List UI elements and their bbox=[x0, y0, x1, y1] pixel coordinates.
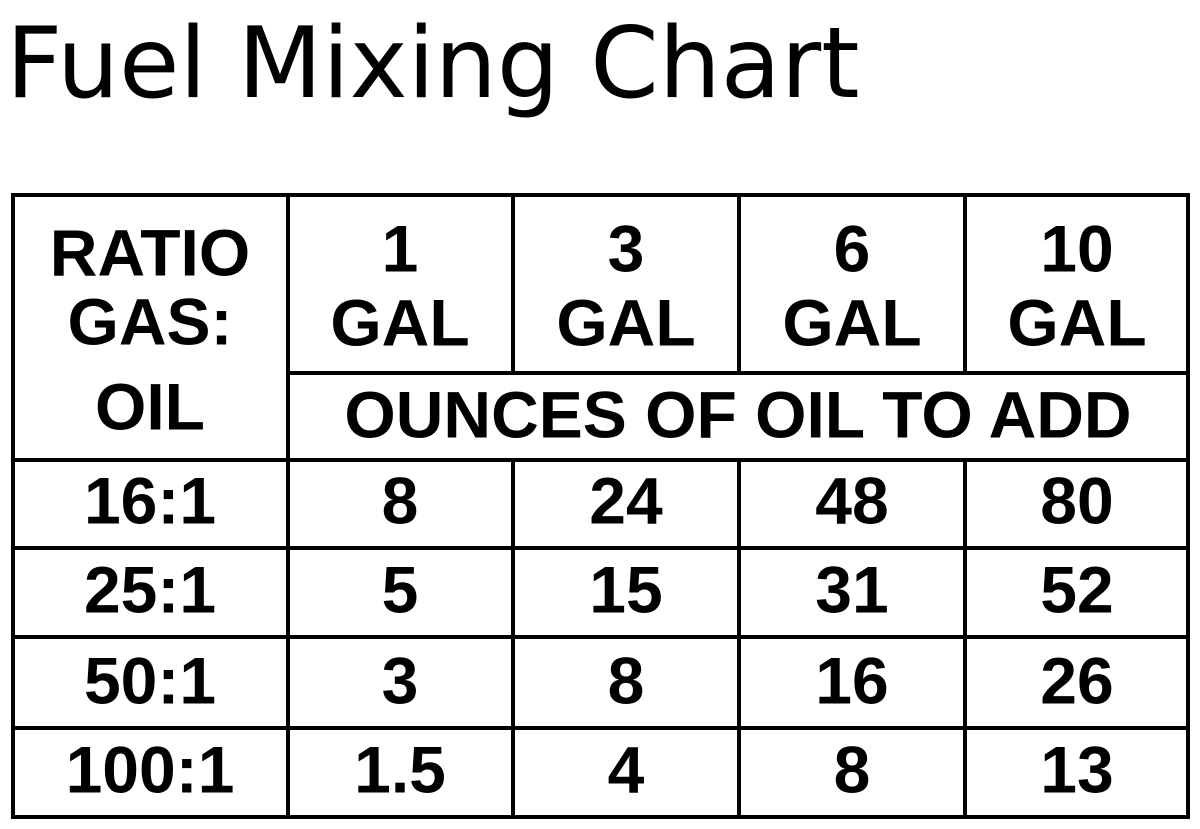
oil-amount: 4 bbox=[608, 732, 645, 806]
oil-amount: 13 bbox=[1040, 732, 1113, 806]
oil-amount: 5 bbox=[382, 552, 419, 626]
oil-amount: 48 bbox=[815, 463, 888, 537]
table-grid bbox=[11, 193, 1190, 819]
corner-label: OIL bbox=[95, 369, 205, 443]
oil-amount: 15 bbox=[589, 552, 662, 626]
oil-amount: 8 bbox=[608, 643, 645, 717]
column-unit: GAL bbox=[782, 285, 921, 359]
oil-amount: 24 bbox=[589, 463, 663, 537]
column-unit: GAL bbox=[1007, 285, 1146, 359]
oil-amount: 16 bbox=[815, 643, 888, 717]
oil-amount: 31 bbox=[815, 552, 888, 626]
oil-amount: 8 bbox=[382, 463, 419, 537]
ratio-label: 100:1 bbox=[66, 732, 235, 806]
ratio-label: 50:1 bbox=[84, 643, 216, 717]
column-unit: GAL bbox=[330, 285, 469, 359]
column-amount: 3 bbox=[608, 211, 645, 285]
corner-label: RATIO bbox=[50, 215, 250, 289]
oil-amount: 1.5 bbox=[354, 732, 446, 806]
oil-amount: 26 bbox=[1040, 643, 1113, 717]
ratio-label: 16:1 bbox=[84, 463, 216, 537]
corner-label: GAS: bbox=[68, 284, 233, 358]
title: Fuel Mixing Chart bbox=[6, 7, 860, 121]
column-amount: 10 bbox=[1040, 211, 1113, 285]
oil-amount: 3 bbox=[382, 643, 419, 717]
table-border bbox=[11, 193, 1190, 819]
oil-amount: 80 bbox=[1040, 463, 1113, 537]
subheader: OUNCES OF OIL TO ADD bbox=[344, 377, 1131, 451]
oil-amount: 52 bbox=[1040, 552, 1113, 626]
oil-amount: 8 bbox=[834, 732, 871, 806]
column-unit: GAL bbox=[556, 285, 695, 359]
column-amount: 1 bbox=[382, 211, 419, 285]
column-amount: 6 bbox=[834, 211, 871, 285]
ratio-label: 25:1 bbox=[84, 552, 216, 626]
